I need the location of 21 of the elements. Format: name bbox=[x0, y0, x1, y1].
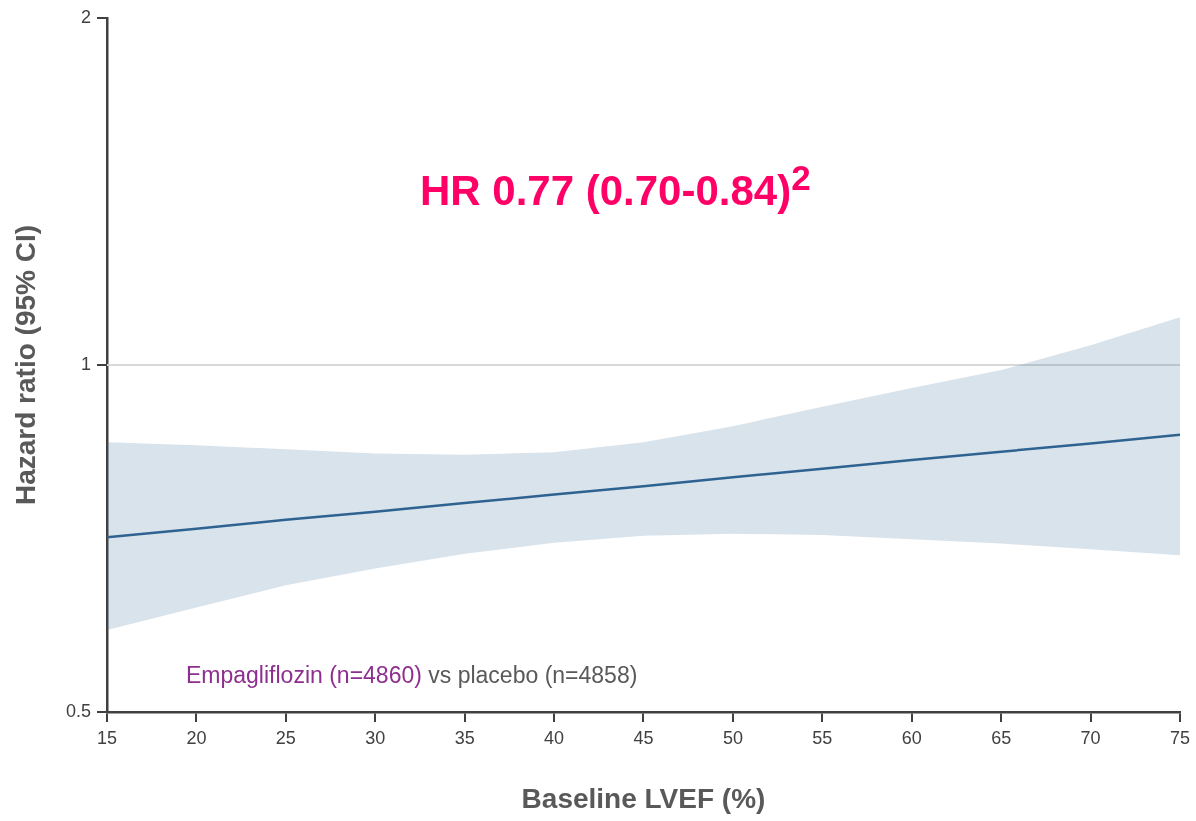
annotation: HR 0.77 (0.70-0.84)$^{2}$ bbox=[420, 158, 811, 215]
x-tick-label: 45 bbox=[633, 727, 654, 748]
x-tick-label: 50 bbox=[722, 727, 743, 748]
x-tick-label: 55 bbox=[812, 727, 833, 748]
x-axis-title: Baseline LVEF (%) bbox=[521, 782, 766, 814]
x-tick-label: 40 bbox=[544, 727, 565, 748]
y-tick-label: 0.5 bbox=[65, 700, 91, 721]
x-tick-label: 25 bbox=[275, 727, 296, 748]
x-tick-label: 20 bbox=[186, 727, 207, 748]
y-tick-label: 2 bbox=[80, 6, 91, 27]
x-tick-label: 15 bbox=[96, 727, 118, 748]
annotation: vs placebo (n=4858) bbox=[428, 662, 638, 688]
x-tick-label: 35 bbox=[454, 727, 475, 748]
x-tick-label: 30 bbox=[365, 727, 386, 748]
y-axis-title: Hazard ratio (95% CI) bbox=[9, 224, 41, 506]
x-tick-label: 65 bbox=[991, 727, 1012, 748]
x-tick-label: 60 bbox=[901, 727, 922, 748]
x-tick-label: 70 bbox=[1080, 727, 1101, 748]
y-tick-label: 1 bbox=[80, 353, 91, 374]
annotation: Empagliflozin (n=4860) bbox=[186, 662, 422, 688]
x-tick-label: 75 bbox=[1169, 727, 1190, 748]
